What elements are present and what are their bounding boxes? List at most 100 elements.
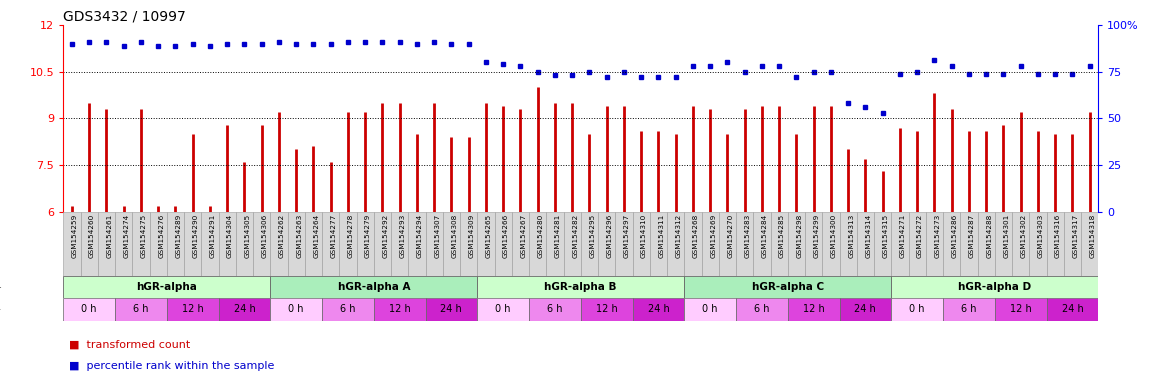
Bar — [167, 212, 184, 276]
Text: GSM154296: GSM154296 — [607, 214, 613, 258]
Bar — [322, 298, 374, 321]
Text: 6 h: 6 h — [133, 305, 148, 314]
Bar — [132, 212, 150, 276]
Text: GSM154263: GSM154263 — [297, 214, 302, 258]
Bar — [253, 212, 270, 276]
Bar — [667, 212, 684, 276]
Bar — [322, 212, 339, 276]
Text: GSM154287: GSM154287 — [968, 214, 975, 258]
Bar — [81, 212, 98, 276]
Text: ■  transformed count: ■ transformed count — [69, 340, 190, 350]
Text: GSM154284: GSM154284 — [761, 214, 768, 258]
Text: GSM154283: GSM154283 — [745, 214, 751, 258]
Text: GSM154299: GSM154299 — [814, 214, 820, 258]
Bar — [63, 276, 270, 298]
Text: GSM154275: GSM154275 — [140, 214, 147, 258]
Text: GSM154262: GSM154262 — [279, 214, 285, 258]
Text: GSM154293: GSM154293 — [400, 214, 406, 258]
Text: GSM154265: GSM154265 — [486, 214, 492, 258]
Bar — [270, 298, 322, 321]
Text: GSM154272: GSM154272 — [918, 214, 923, 258]
Bar — [63, 298, 115, 321]
Text: GSM154300: GSM154300 — [830, 214, 837, 258]
Bar — [632, 212, 650, 276]
Bar — [615, 212, 632, 276]
Bar — [150, 212, 167, 276]
Bar — [598, 212, 615, 276]
Text: 0 h: 0 h — [82, 305, 97, 314]
Bar — [477, 298, 529, 321]
Text: GSM154318: GSM154318 — [1090, 214, 1096, 258]
Text: GSM154291: GSM154291 — [209, 214, 216, 258]
Bar — [201, 212, 218, 276]
Text: GSM154305: GSM154305 — [244, 214, 251, 258]
Bar — [978, 212, 995, 276]
Bar — [218, 298, 270, 321]
Text: GSM154306: GSM154306 — [262, 214, 268, 258]
Text: GSM154270: GSM154270 — [728, 214, 734, 258]
Text: GSM154316: GSM154316 — [1056, 214, 1061, 258]
Bar — [494, 212, 512, 276]
Text: GSM154268: GSM154268 — [692, 214, 699, 258]
Bar — [702, 212, 719, 276]
Bar — [305, 212, 322, 276]
Text: GSM154267: GSM154267 — [520, 214, 527, 258]
Text: GSM154282: GSM154282 — [573, 214, 578, 258]
Text: GSM154273: GSM154273 — [934, 214, 941, 258]
Text: 0 h: 0 h — [289, 305, 304, 314]
Text: GSM154280: GSM154280 — [538, 214, 544, 258]
Bar — [460, 212, 477, 276]
Bar — [564, 212, 581, 276]
Text: 6 h: 6 h — [961, 305, 976, 314]
Bar — [943, 212, 960, 276]
Text: hGR-alpha D: hGR-alpha D — [958, 282, 1032, 292]
Bar — [891, 298, 943, 321]
Text: 0 h: 0 h — [703, 305, 718, 314]
Text: hGR-alpha A: hGR-alpha A — [337, 282, 411, 292]
Bar — [874, 212, 891, 276]
Bar — [684, 212, 702, 276]
Bar — [1046, 298, 1098, 321]
Text: 6 h: 6 h — [547, 305, 562, 314]
Bar — [857, 212, 874, 276]
Bar — [270, 276, 477, 298]
Bar — [632, 298, 684, 321]
Bar — [650, 212, 667, 276]
Bar — [788, 298, 840, 321]
Bar — [218, 212, 236, 276]
Bar — [736, 212, 753, 276]
Bar — [339, 212, 356, 276]
Bar — [684, 298, 736, 321]
Bar — [356, 212, 374, 276]
Text: GSM154311: GSM154311 — [658, 214, 665, 258]
Text: GSM154310: GSM154310 — [642, 214, 647, 258]
Text: GSM154308: GSM154308 — [451, 214, 458, 258]
Bar — [477, 276, 684, 298]
Bar — [805, 212, 822, 276]
Text: GSM154290: GSM154290 — [193, 214, 199, 258]
Text: 6 h: 6 h — [754, 305, 769, 314]
Text: GSM154298: GSM154298 — [796, 214, 803, 258]
Bar — [115, 298, 167, 321]
Text: GSM154261: GSM154261 — [106, 214, 113, 258]
Bar — [1012, 212, 1029, 276]
Text: GSM154279: GSM154279 — [366, 214, 371, 258]
Bar — [270, 212, 288, 276]
Bar — [374, 298, 426, 321]
Text: GSM154289: GSM154289 — [175, 214, 182, 258]
Bar — [822, 212, 840, 276]
Text: 0 h: 0 h — [910, 305, 925, 314]
Text: GSM154295: GSM154295 — [590, 214, 596, 258]
Bar — [1081, 212, 1098, 276]
Bar — [995, 212, 1012, 276]
Text: GSM154315: GSM154315 — [883, 214, 889, 258]
Bar — [1046, 212, 1064, 276]
Text: GSM154297: GSM154297 — [623, 214, 630, 258]
Text: hGR-alpha: hGR-alpha — [137, 282, 197, 292]
Text: 24 h: 24 h — [1061, 305, 1083, 314]
Text: GSM154294: GSM154294 — [416, 214, 423, 258]
Text: GSM154309: GSM154309 — [469, 214, 475, 258]
Text: GSM154285: GSM154285 — [780, 214, 785, 258]
Text: GSM154317: GSM154317 — [1072, 214, 1079, 258]
Text: GSM154286: GSM154286 — [952, 214, 958, 258]
